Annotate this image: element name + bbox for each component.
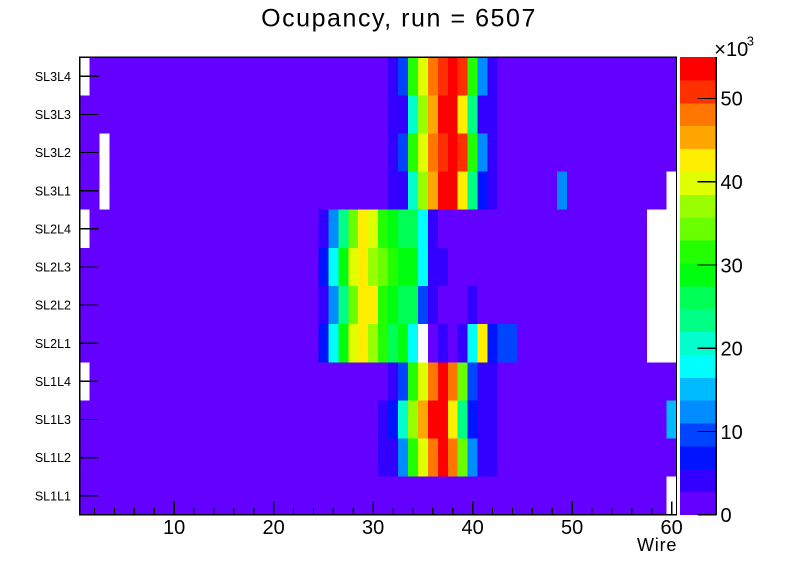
svg-text:SL1L2: SL1L2 bbox=[35, 451, 71, 465]
svg-text:SL2L2: SL2L2 bbox=[35, 299, 71, 313]
svg-text:SL3L2: SL3L2 bbox=[35, 146, 71, 160]
svg-text:40: 40 bbox=[461, 517, 483, 539]
svg-text:20: 20 bbox=[262, 517, 284, 539]
svg-text:SL3L3: SL3L3 bbox=[35, 108, 71, 122]
svg-text:0: 0 bbox=[721, 505, 732, 527]
svg-text:Ocupancy, run = 6507: Ocupancy, run = 6507 bbox=[261, 5, 537, 33]
svg-text:SL3L1: SL3L1 bbox=[35, 184, 71, 198]
svg-text:SL1L4: SL1L4 bbox=[35, 375, 71, 389]
svg-text:SL2L3: SL2L3 bbox=[35, 261, 71, 275]
svg-text:3: 3 bbox=[747, 34, 754, 49]
svg-text:10: 10 bbox=[163, 517, 185, 539]
svg-text:×10: ×10 bbox=[714, 39, 748, 61]
svg-text:Wire: Wire bbox=[637, 535, 677, 555]
svg-text:SL3L4: SL3L4 bbox=[35, 70, 71, 84]
svg-text:10: 10 bbox=[721, 422, 743, 444]
svg-text:SL2L4: SL2L4 bbox=[35, 222, 71, 236]
svg-text:SL1L3: SL1L3 bbox=[35, 413, 71, 427]
svg-text:50: 50 bbox=[561, 517, 583, 539]
svg-text:20: 20 bbox=[721, 339, 743, 361]
svg-text:30: 30 bbox=[721, 255, 743, 277]
svg-text:30: 30 bbox=[362, 517, 384, 539]
svg-text:SL1L1: SL1L1 bbox=[35, 489, 71, 503]
svg-text:SL2L1: SL2L1 bbox=[35, 337, 71, 351]
svg-text:60: 60 bbox=[660, 517, 682, 539]
svg-text:40: 40 bbox=[721, 172, 743, 194]
svg-text:50: 50 bbox=[721, 89, 743, 111]
